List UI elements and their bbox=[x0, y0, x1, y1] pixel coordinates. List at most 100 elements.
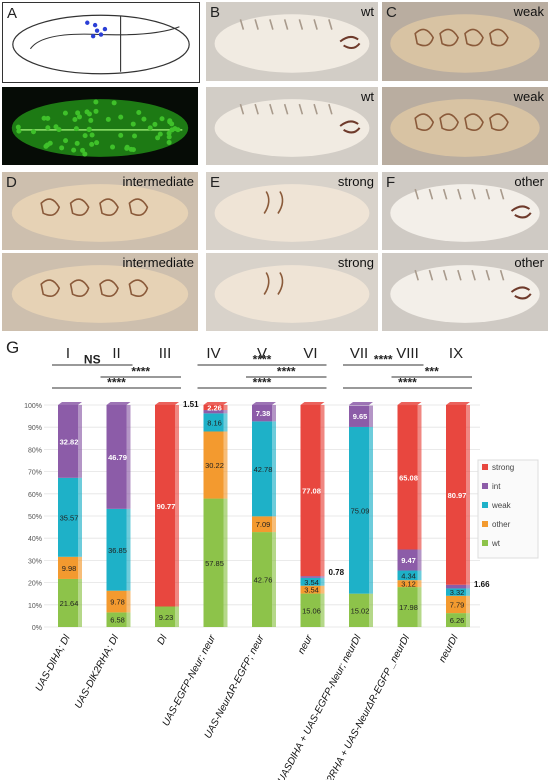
category-label: UAS-DlK2RHA; Dl bbox=[73, 633, 121, 711]
category-label: neur bbox=[296, 633, 315, 656]
bar-side-wt bbox=[127, 612, 131, 627]
bar-side-strong bbox=[321, 405, 325, 576]
bar-side-wt bbox=[78, 579, 82, 627]
y-tick-label: 30% bbox=[28, 558, 42, 565]
panel-letter: C bbox=[386, 4, 397, 21]
embryo-panel-2: Bwt bbox=[206, 2, 378, 81]
bar-side-other bbox=[272, 516, 276, 532]
bar-top bbox=[107, 402, 131, 405]
outside-data-label: 0.78 bbox=[329, 568, 345, 577]
data-label: 3.32 bbox=[450, 588, 465, 597]
category-label: UAS-DlHA; Dl bbox=[34, 633, 73, 694]
significance-label: **** bbox=[253, 353, 272, 367]
data-label: 9.78 bbox=[110, 598, 125, 607]
stacked-bar-chart: 0% 10% 20% 30% 40% 50% 60% 70% 80% 90% 100% 21.64 9.… bbox=[0, 330, 550, 780]
group-numeral: IX bbox=[449, 345, 463, 362]
data-label: 9.98 bbox=[62, 564, 77, 573]
bar-side-weak bbox=[224, 413, 228, 431]
y-tick-label: 90% bbox=[28, 425, 42, 432]
group-numeral: VII bbox=[350, 345, 368, 362]
bar-side-other bbox=[321, 586, 325, 594]
panel-phenotype-label: weak bbox=[514, 4, 544, 19]
embryo-image bbox=[2, 87, 198, 165]
data-label: 3.12 bbox=[401, 580, 416, 589]
legend-swatch bbox=[482, 521, 488, 527]
bar-top bbox=[349, 402, 373, 405]
outside-data-label: 1.51 bbox=[183, 400, 199, 409]
bar-side-wt bbox=[466, 613, 470, 627]
bar-segment-int bbox=[446, 585, 466, 589]
data-label: 6.26 bbox=[450, 616, 465, 625]
legend-label: wt bbox=[491, 539, 501, 548]
bar-side-strong bbox=[418, 405, 422, 549]
embryo-panel-9: Fother bbox=[382, 172, 548, 250]
group-numeral: VIII bbox=[396, 345, 419, 362]
bar-side-int bbox=[127, 405, 131, 509]
bar-top bbox=[398, 402, 422, 405]
data-label: 3.54 bbox=[304, 586, 319, 595]
group-numeral: II bbox=[112, 345, 120, 362]
y-tick-label: 10% bbox=[28, 603, 42, 610]
significance-label: **** bbox=[107, 376, 126, 390]
data-label: 30.22 bbox=[205, 461, 224, 470]
data-label: 4.34 bbox=[401, 571, 416, 580]
panel-letter: E bbox=[210, 174, 220, 191]
panel-phenotype-label: weak bbox=[514, 89, 544, 104]
data-label: 90.77 bbox=[157, 502, 176, 511]
embryo-panel-3: Cweak bbox=[382, 2, 548, 81]
data-label: 17.98 bbox=[399, 603, 418, 612]
bar-side-wt bbox=[175, 607, 179, 627]
panel-phenotype-label: intermediate bbox=[122, 174, 194, 189]
embryo-image bbox=[3, 3, 199, 82]
significance-label: *** bbox=[425, 365, 439, 379]
legend-label: weak bbox=[491, 501, 512, 510]
bar-side-other bbox=[78, 557, 82, 579]
panel-letter: B bbox=[210, 4, 220, 21]
significance-label: **** bbox=[253, 376, 272, 390]
bar-side-wt bbox=[369, 594, 373, 627]
data-label: 32.82 bbox=[60, 437, 79, 446]
bar-side-weak bbox=[127, 509, 131, 591]
bar-side-other bbox=[127, 591, 131, 613]
bar-side-other bbox=[466, 596, 470, 613]
legend-label: other bbox=[492, 520, 511, 529]
y-tick-label: 0% bbox=[32, 625, 42, 632]
bar-top bbox=[58, 402, 82, 405]
y-tick-label: 100% bbox=[24, 403, 42, 410]
embryo-panel-12: other bbox=[382, 253, 548, 331]
bar-side-weak bbox=[369, 427, 373, 594]
panel-phenotype-label: wt bbox=[361, 89, 374, 104]
embryo-panel-11: strong bbox=[206, 253, 378, 331]
embryo-panel-5: wt bbox=[206, 87, 378, 165]
category-label: Dl bbox=[155, 633, 170, 647]
bar-side-strong bbox=[224, 405, 228, 410]
panel-phenotype-label: strong bbox=[338, 174, 374, 189]
bar-top bbox=[301, 402, 325, 405]
y-tick-label: 40% bbox=[28, 536, 42, 543]
bar-side-wt bbox=[321, 594, 325, 627]
panel-phenotype-label: wt bbox=[361, 4, 374, 19]
bar-side-wt bbox=[418, 587, 422, 627]
embryo-panel-8: Estrong bbox=[206, 172, 378, 250]
data-label: 65.08 bbox=[399, 473, 418, 482]
bar-side-weak bbox=[78, 478, 82, 557]
bar-top bbox=[252, 402, 276, 405]
significance-label: **** bbox=[277, 365, 296, 379]
bar-side-strong bbox=[466, 405, 470, 585]
data-label: 15.02 bbox=[351, 606, 370, 615]
bar-side-other bbox=[418, 580, 422, 587]
significance-label: **** bbox=[131, 365, 150, 379]
legend-label: strong bbox=[492, 463, 514, 472]
bar-segment-int bbox=[301, 576, 321, 578]
data-label: 7.38 bbox=[256, 409, 271, 418]
bar-side-other bbox=[224, 431, 228, 498]
legend-swatch bbox=[482, 464, 488, 470]
y-tick-label: 70% bbox=[28, 470, 42, 477]
panel-phenotype-label: other bbox=[514, 255, 544, 270]
data-label: 21.64 bbox=[60, 599, 79, 608]
outside-data-label: 1.66 bbox=[474, 580, 490, 589]
data-label: 36.85 bbox=[108, 546, 127, 555]
embryo-panel-6: weak bbox=[382, 87, 548, 165]
data-label: 7.79 bbox=[450, 600, 465, 609]
data-label: 9.65 bbox=[353, 412, 368, 421]
